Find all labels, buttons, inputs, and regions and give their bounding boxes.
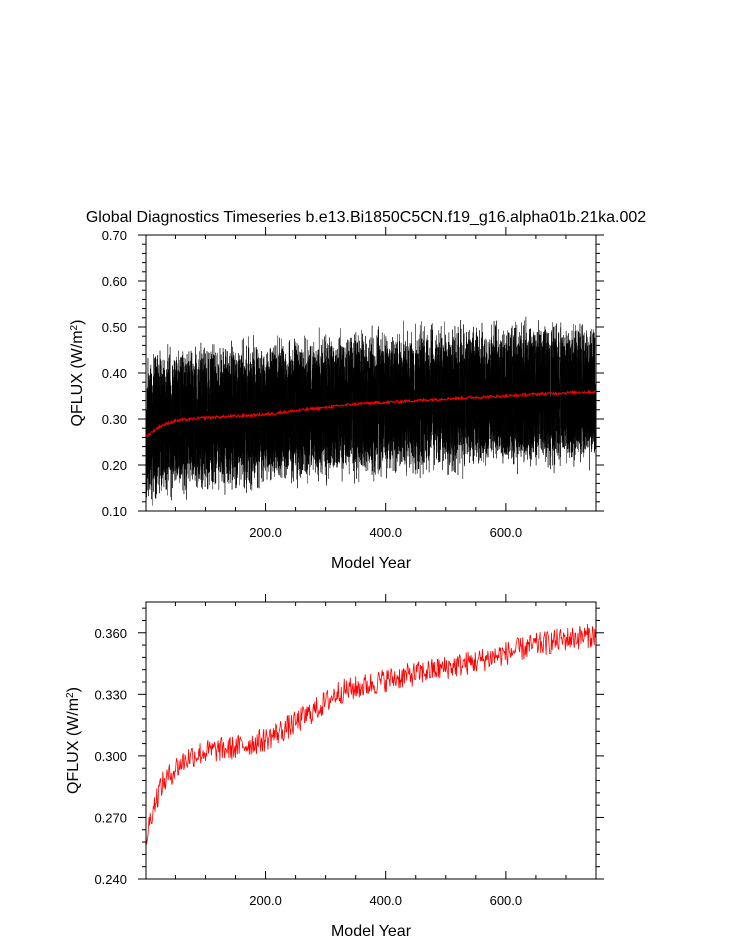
series-annual-line	[146, 389, 596, 438]
x-tick-label: 400.0	[369, 525, 402, 540]
x-tick-label: 600.0	[490, 893, 523, 908]
x-axis-title: Model Year	[331, 555, 412, 572]
series-annual-line	[146, 623, 596, 845]
x-tick-label: 200.0	[249, 525, 282, 540]
plot-frame	[145, 601, 597, 880]
y-axis-title: QFLUX (W/m2)	[65, 687, 83, 794]
y-tick-label: 0.330	[94, 687, 127, 702]
series-monthly-line	[146, 316, 596, 506]
bottom-panel: 200.0 400.0 600.0 0.240 0.270 0.300 0.330 0.360…	[65, 594, 604, 940]
y-axis-title: QFLUX (W/m2)	[69, 320, 87, 427]
y-tick-label: 0.10	[102, 504, 127, 519]
x-tick-label: 600.0	[490, 525, 523, 540]
x-tick-label: 200.0	[249, 893, 282, 908]
chart-title: Global Diagnostics Timeseries b.e13.Bi18…	[86, 209, 646, 226]
y-tick-label: 0.360	[94, 626, 127, 641]
y-tick-label: 0.300	[94, 749, 127, 764]
x-tick-label: 400.0	[369, 893, 402, 908]
y-tick-label: 0.50	[102, 320, 127, 335]
y-tick-label: 0.40	[102, 366, 127, 381]
y-tick-label: 0.60	[102, 274, 127, 289]
y-tick-label: 0.70	[102, 228, 127, 243]
y-tick-label: 0.240	[94, 872, 127, 887]
y-tick-label: 0.30	[102, 412, 127, 427]
y-tick-label: 0.20	[102, 458, 127, 473]
x-axis-title: Model Year	[331, 923, 412, 940]
top-panel: 200.0 400.0 600.0 0.10 0.20 0.30 0.40 0.50 0.60 0…	[69, 227, 604, 572]
y-tick-label: 0.270	[94, 810, 127, 825]
